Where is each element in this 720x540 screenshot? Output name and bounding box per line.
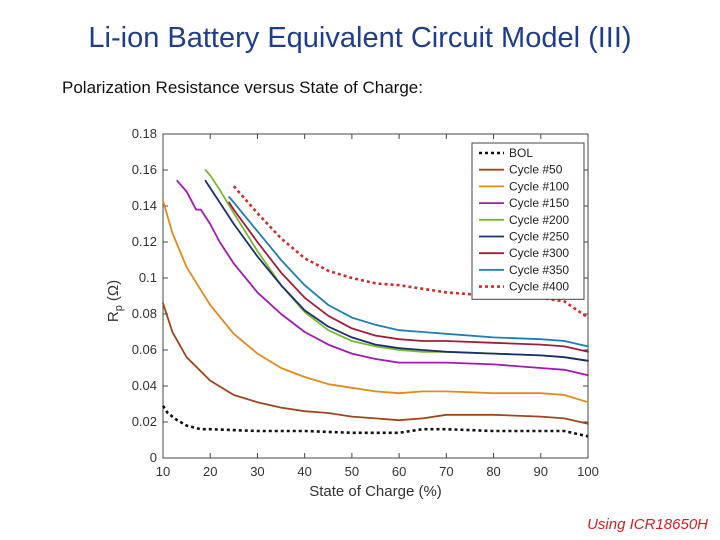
y-tick-label: 0.1 (139, 270, 157, 285)
y-tick-label: 0.08 (132, 306, 157, 321)
x-tick-label: 60 (392, 464, 406, 479)
x-tick-label: 10 (156, 464, 170, 479)
plot-area: 10 20 30 40 50 60 70 80 90 100 0 0.02 0.04 0.06 0.08 0.… (132, 126, 599, 479)
legend-label-3: Cycle #150 (509, 196, 569, 210)
y-axis-label-sub: p (113, 305, 125, 311)
y-tick-label: 0.18 (132, 126, 157, 141)
x-tick-label: 90 (534, 464, 548, 479)
series-line-6 (228, 201, 589, 353)
series-line-1 (162, 302, 589, 425)
legend-label-7: Cycle #350 (509, 263, 569, 277)
plot-frame (162, 133, 589, 459)
legend-label-4: Cycle #200 (509, 213, 569, 227)
legend-label-1: Cycle #50 (509, 163, 563, 177)
y-tick-label: 0.16 (132, 162, 157, 177)
series-line-0 (161, 405, 589, 438)
slide-title: Li-ion Battery Equivalent Circuit Model … (88, 22, 632, 54)
x-axis-label: State of Charge (%) (309, 483, 442, 500)
y-axis-label: Rp (Ω) (105, 280, 125, 322)
x-tick-label: 30 (250, 464, 264, 479)
svg-text:Rp(Ω): Rp (Ω) (105, 280, 125, 322)
x-tick-label: 40 (297, 464, 311, 479)
legend-label-0: BOL (509, 146, 533, 160)
x-tick-label: 80 (486, 464, 500, 479)
series-line-3 (176, 179, 589, 377)
series-line-7 (228, 196, 589, 348)
series-line-8 (232, 185, 589, 319)
y-axis-label-main: R (105, 311, 122, 322)
y-axis-label-unit: (Ω) (105, 280, 122, 301)
legend-label-8: Cycle #400 (509, 280, 569, 294)
x-tick-label: 50 (345, 464, 359, 479)
y-tick-label: 0.06 (132, 342, 157, 357)
y-tick-label: 0.14 (132, 198, 157, 213)
legend-label-6: Cycle #300 (509, 246, 569, 260)
x-tick-label: 20 (203, 464, 217, 479)
legend-label-2: Cycle #100 (509, 179, 569, 193)
y-tick-label: 0.12 (132, 234, 157, 249)
legend: BOL Cycle #50 Cycle #100 Cycle #150 Cycle #2… (471, 142, 585, 300)
x-tick-label: 100 (577, 464, 599, 479)
y-tick-label: 0.02 (132, 414, 157, 429)
y-tick-label: 0.04 (132, 378, 157, 393)
x-tick-label: 70 (439, 464, 453, 479)
slide-subtitle: Polarization Resistance versus State of … (62, 78, 423, 97)
series-line-5 (204, 179, 589, 362)
footnote: Using ICR18650H (587, 516, 708, 533)
y-tick-label: 0 (150, 450, 157, 465)
series-layer (161, 169, 589, 438)
series-line-2 (162, 199, 589, 404)
legend-label-5: Cycle #250 (509, 230, 569, 244)
